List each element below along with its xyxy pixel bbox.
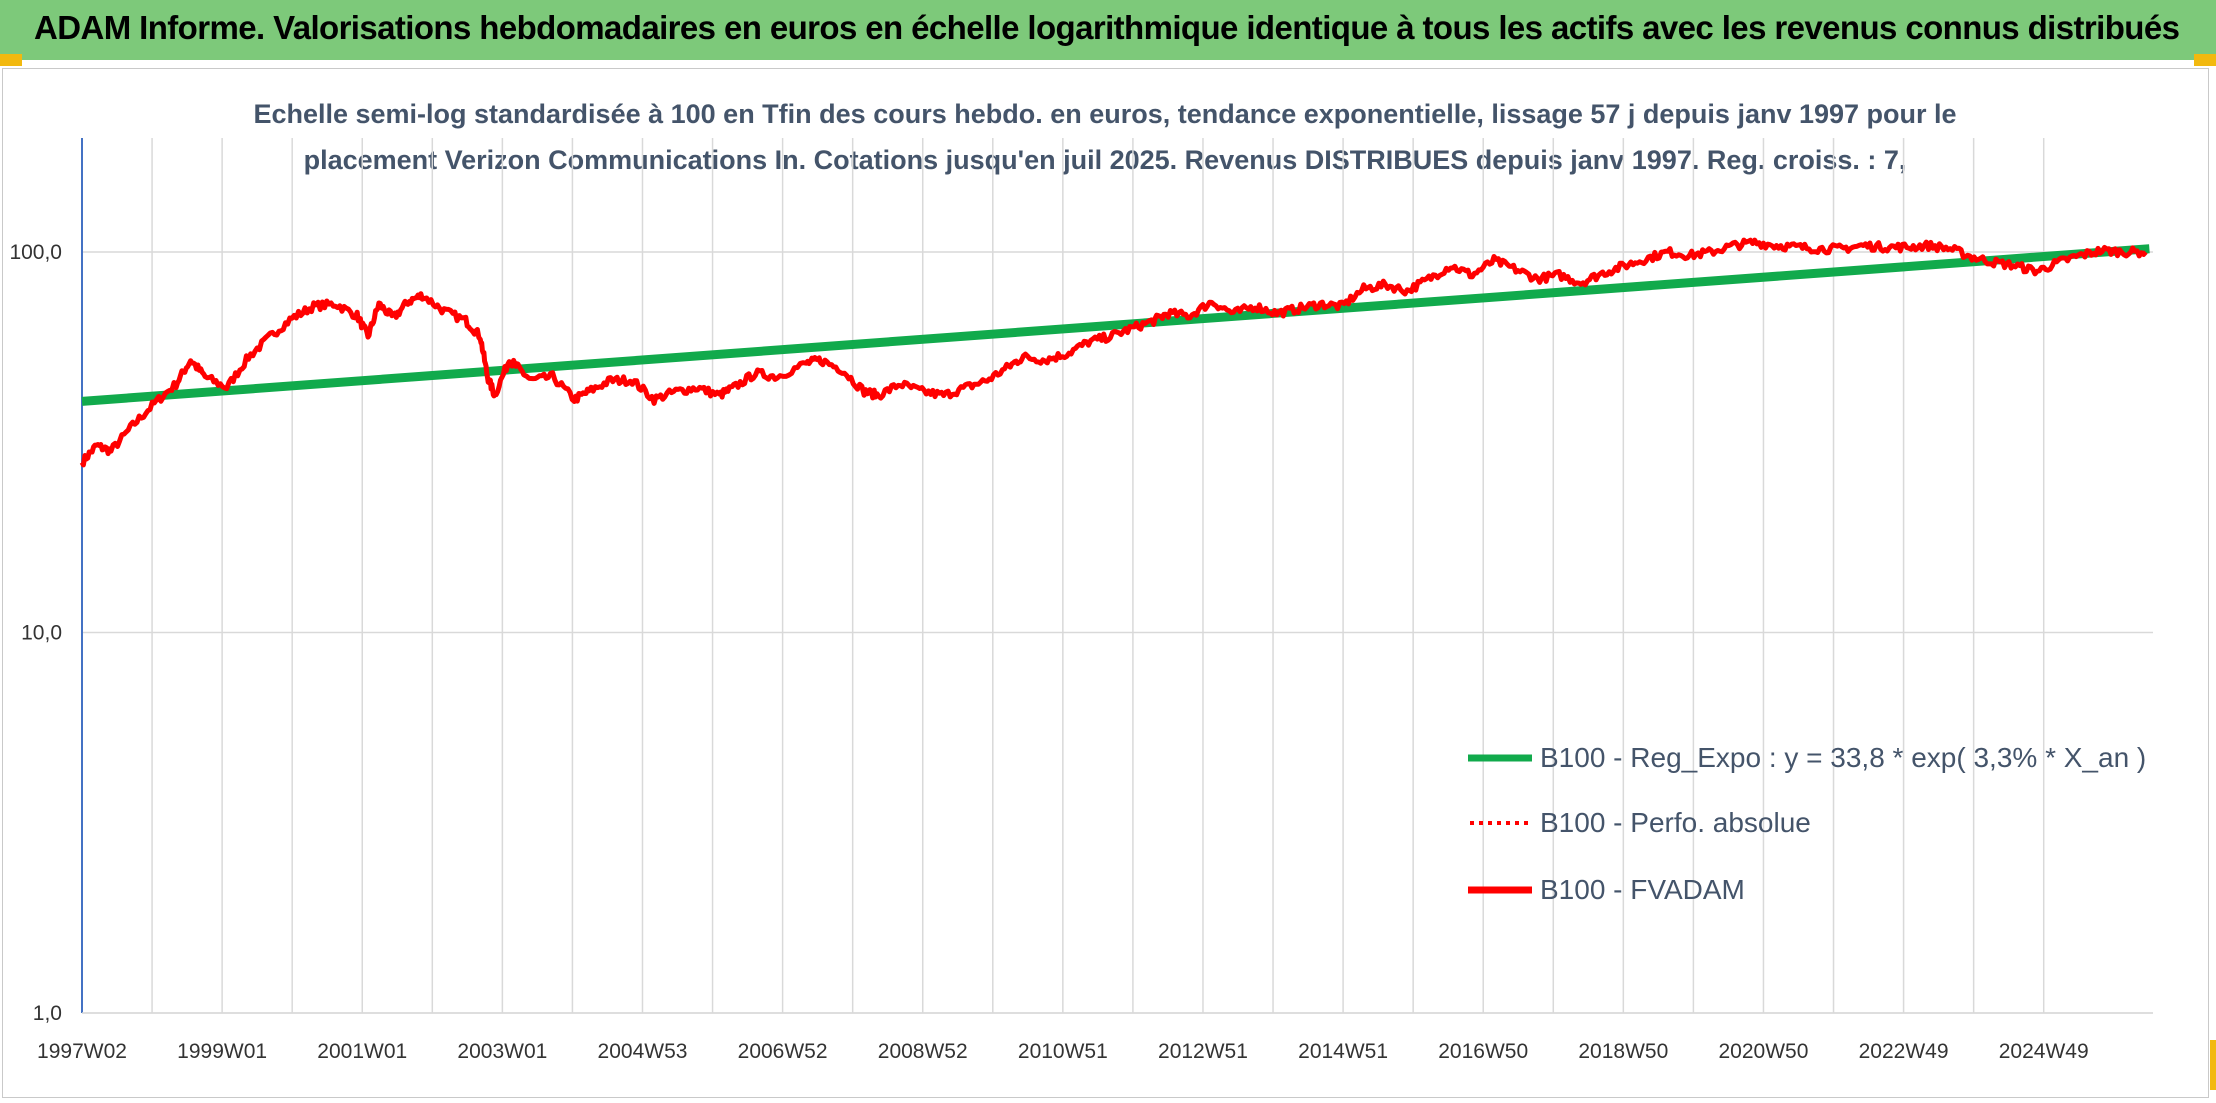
x-tick-label: 2008W52 <box>878 1040 968 1063</box>
x-tick-label: 2012W51 <box>1158 1040 1248 1063</box>
report-title: ADAM Informe. Valorisations hebdomadaire… <box>34 9 2180 46</box>
x-tick-label: 1997W02 <box>37 1040 127 1063</box>
chart-subtitle-line-2: placement Verizon Communications In. Cot… <box>304 145 1907 175</box>
y-tick-label: 10,0 <box>21 622 62 645</box>
chart-subtitle-line-1: Echelle semi-log standardisée à 100 en T… <box>253 99 1956 129</box>
axes: 1,0 10,0 100,0 1997W02 1999W01 2001W01 2003W01… <box>9 138 2153 1063</box>
regression-line <box>81 244 2150 406</box>
x-tick-label: 2024W49 <box>1999 1040 2089 1063</box>
y-tick-label: 1,0 <box>33 1002 62 1025</box>
x-tick-label: 2022W49 <box>1859 1040 1949 1063</box>
x-tick-label: 2003W01 <box>457 1040 547 1063</box>
legend: B100 - Reg_Expo : y = 33,8 * exp( 3,3% *… <box>1468 742 2146 905</box>
x-tick-label: 1999W01 <box>177 1040 267 1063</box>
corner-marker-right <box>2194 54 2216 66</box>
legend-label-perfo-absolue: B100 - Perfo. absolue <box>1540 807 1811 838</box>
title-banner: ADAM Informe. Valorisations hebdomadaire… <box>0 0 2216 60</box>
x-tick-label: 2001W01 <box>317 1040 407 1063</box>
corner-marker-bottom-right <box>2210 1040 2216 1090</box>
legend-label-regression: B100 - Reg_Expo : y = 33,8 * exp( 3,3% *… <box>1540 742 2146 773</box>
x-tick-label: 2016W50 <box>1438 1040 1528 1063</box>
fvadam-series-line <box>79 237 2148 468</box>
x-tick-label: 2010W51 <box>1018 1040 1108 1063</box>
legend-label-fvadam: B100 - FVADAM <box>1540 874 1745 905</box>
x-tick-label: 2006W52 <box>738 1040 828 1063</box>
y-tick-label: 100,0 <box>9 241 62 264</box>
series-layer <box>79 237 2150 468</box>
corner-marker-left <box>0 54 22 66</box>
x-tick-label: 2020W50 <box>1719 1040 1809 1063</box>
x-tick-label: 2014W51 <box>1298 1040 1388 1063</box>
chart-frame <box>2 68 2209 1098</box>
x-tick-label: 2004W53 <box>598 1040 688 1063</box>
x-tick-label: 2018W50 <box>1578 1040 1668 1063</box>
